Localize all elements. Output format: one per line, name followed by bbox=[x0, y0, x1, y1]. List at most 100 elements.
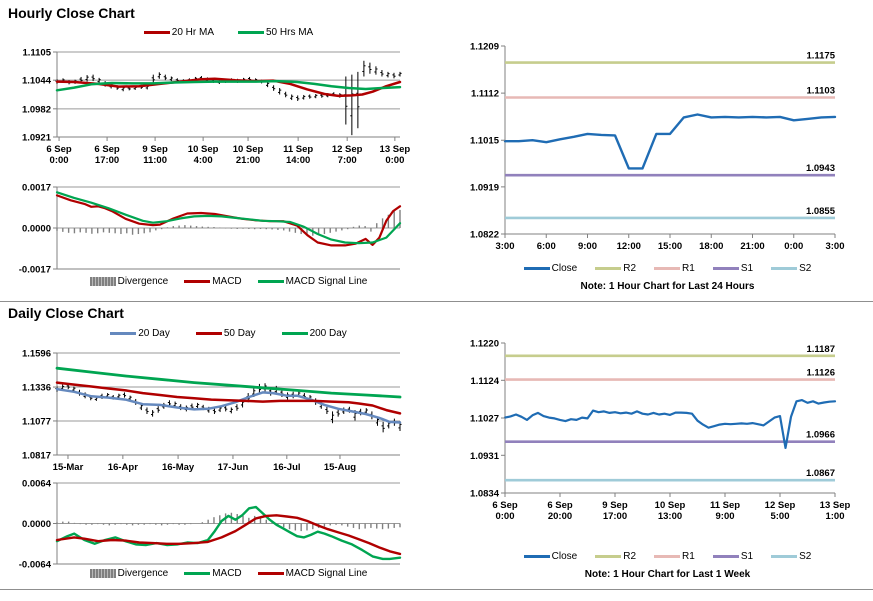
svg-text:1.1175: 1.1175 bbox=[806, 51, 835, 62]
svg-text:1.0943: 1.0943 bbox=[806, 163, 835, 174]
svg-text:18:00: 18:00 bbox=[699, 241, 723, 252]
legend-item-s1: S1 bbox=[712, 263, 754, 274]
hourly-macd-chart-canvas: 0.0017 0.0000 -0.0017 bbox=[19, 183, 402, 276]
svg-text:1.1112: 1.1112 bbox=[471, 89, 499, 100]
line-swatch-50hr-ma bbox=[238, 31, 264, 34]
daily-price-legend: 20 Day 50 Day 200 Day bbox=[57, 328, 400, 339]
line-swatch-20hr-ma bbox=[143, 31, 170, 34]
line-swatch-r2 bbox=[595, 555, 622, 558]
svg-text:17-Jun: 17-Jun bbox=[218, 462, 249, 473]
legend-item-s2: S2 bbox=[771, 551, 811, 562]
legend-item-macd-signal: MACD Signal Line bbox=[257, 568, 368, 579]
svg-text:11 Sep: 11 Sep bbox=[283, 144, 313, 155]
svg-text:6 Sep: 6 Sep bbox=[492, 500, 518, 511]
line-swatch-r1 bbox=[654, 555, 681, 558]
svg-text:0:00: 0:00 bbox=[495, 511, 514, 522]
line-swatch-macd-signal bbox=[257, 280, 284, 283]
svg-text:0:00: 0:00 bbox=[385, 155, 404, 166]
legend-label: R2 bbox=[623, 263, 637, 274]
legend-label: 50 Day bbox=[223, 328, 256, 339]
legend-label: R2 bbox=[623, 551, 637, 562]
section-divider-top bbox=[0, 301, 873, 302]
svg-text:3:00: 3:00 bbox=[825, 241, 844, 252]
svg-text:0.0000: 0.0000 bbox=[22, 519, 51, 530]
line-swatch-close bbox=[523, 267, 550, 270]
svg-text:1.1027: 1.1027 bbox=[470, 414, 499, 425]
legend-item-close: Close bbox=[523, 263, 577, 274]
line-swatch-macd bbox=[184, 280, 211, 283]
svg-text:9:00: 9:00 bbox=[578, 241, 597, 252]
svg-text:1.0982: 1.0982 bbox=[22, 104, 51, 115]
daily-section-title: Daily Close Chart bbox=[8, 305, 124, 321]
line-swatch-close bbox=[523, 555, 550, 558]
line-swatch-200day bbox=[281, 332, 308, 335]
svg-text:20:00: 20:00 bbox=[548, 511, 572, 522]
svg-text:10 Sep: 10 Sep bbox=[233, 144, 264, 155]
svg-text:12:00: 12:00 bbox=[617, 241, 641, 252]
svg-text:1.0966: 1.0966 bbox=[806, 430, 835, 441]
daily-macd-legend: Divergence MACD MACD Signal Line bbox=[57, 568, 400, 579]
legend-item-50hr-ma: 50 Hrs MA bbox=[238, 27, 313, 38]
line-swatch-macd bbox=[184, 572, 211, 575]
legend-label: MACD Signal Line bbox=[285, 568, 368, 579]
hourly-pivot-note: Note: 1 Hour Chart for Last 24 Hours bbox=[580, 281, 755, 292]
legend-label: Divergence bbox=[117, 568, 169, 579]
section-divider-bottom bbox=[0, 589, 873, 590]
svg-text:15:00: 15:00 bbox=[658, 241, 682, 252]
svg-text:15-Aug: 15-Aug bbox=[324, 462, 356, 473]
legend-item-s1: S1 bbox=[712, 551, 753, 562]
svg-text:9 Sep: 9 Sep bbox=[602, 500, 628, 511]
svg-text:13:00: 13:00 bbox=[658, 511, 682, 522]
line-swatch-50day bbox=[195, 332, 222, 335]
bar-swatch-divergence bbox=[89, 277, 116, 286]
svg-text:16-May: 16-May bbox=[162, 462, 195, 473]
svg-text:1.0834: 1.0834 bbox=[470, 489, 500, 500]
svg-text:-0.0017: -0.0017 bbox=[19, 265, 51, 276]
line-swatch-s1 bbox=[712, 555, 739, 558]
svg-text:1.1187: 1.1187 bbox=[806, 344, 835, 355]
svg-text:1.1336: 1.1336 bbox=[22, 383, 51, 394]
svg-text:3:00: 3:00 bbox=[495, 241, 514, 252]
bar-swatch-divergence bbox=[89, 569, 116, 578]
legend-label: 20 Day bbox=[138, 328, 170, 339]
hourly-section-title: Hourly Close Chart bbox=[8, 5, 135, 21]
legend-item-divergence: Divergence bbox=[89, 276, 168, 287]
legend-label: S1 bbox=[740, 263, 754, 274]
svg-text:6 Sep: 6 Sep bbox=[94, 144, 120, 155]
svg-text:9:00: 9:00 bbox=[716, 511, 735, 522]
svg-text:16-Apr: 16-Apr bbox=[108, 462, 138, 473]
svg-text:6:00: 6:00 bbox=[537, 241, 556, 252]
svg-text:0:00: 0:00 bbox=[784, 241, 803, 252]
svg-text:9 Sep: 9 Sep bbox=[142, 144, 168, 155]
svg-text:13 Sep: 13 Sep bbox=[380, 144, 411, 155]
svg-text:13 Sep: 13 Sep bbox=[820, 500, 851, 511]
svg-text:11 Sep: 11 Sep bbox=[710, 500, 740, 511]
legend-item-20day-ma: 20 Day bbox=[110, 328, 170, 339]
legend-item-macd: MACD bbox=[184, 568, 242, 579]
svg-text:0.0017: 0.0017 bbox=[22, 183, 51, 194]
legend-item-s2: S2 bbox=[771, 263, 811, 274]
legend-label: R1 bbox=[682, 551, 695, 562]
legend-item-r2: R2 bbox=[595, 263, 636, 274]
svg-text:1.1596: 1.1596 bbox=[22, 349, 51, 360]
svg-text:11:00: 11:00 bbox=[143, 155, 167, 166]
legend-label: 200 Day bbox=[309, 328, 347, 339]
svg-text:16-Jul: 16-Jul bbox=[273, 462, 300, 473]
legend-item-r1: R1 bbox=[654, 263, 695, 274]
svg-text:1.0867: 1.0867 bbox=[806, 468, 835, 479]
svg-text:17:00: 17:00 bbox=[603, 511, 627, 522]
legend-item-divergence: Divergence bbox=[89, 568, 169, 579]
line-swatch-r1 bbox=[654, 267, 681, 270]
svg-text:15-Mar: 15-Mar bbox=[53, 462, 84, 473]
svg-text:1.0931: 1.0931 bbox=[470, 451, 500, 462]
daily-pivot-chart-canvas: 1.1187 1.1126 1.0966 1.0867 1.1220 1.1124 1.10… bbox=[470, 339, 851, 523]
svg-text:1.1220: 1.1220 bbox=[470, 339, 499, 350]
legend-label: MACD bbox=[212, 568, 242, 579]
hourly-price-legend: 20 Hr MA 50 Hrs MA bbox=[57, 27, 400, 38]
svg-text:1.1126: 1.1126 bbox=[806, 368, 835, 379]
svg-text:1.0921: 1.0921 bbox=[22, 133, 52, 144]
legend-label: S2 bbox=[799, 263, 812, 274]
legend-label: MACD bbox=[212, 276, 242, 287]
